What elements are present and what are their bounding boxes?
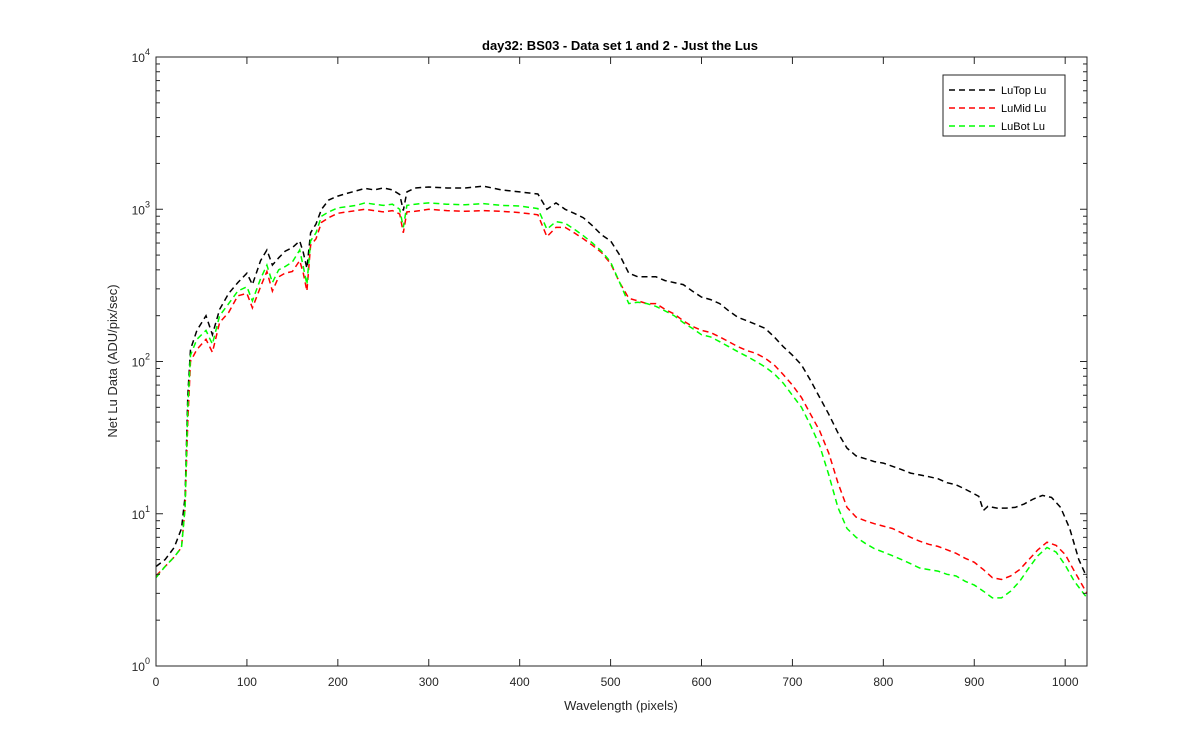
x-tick-label: 600 [691,675,711,689]
y-tick-label: 103 [132,199,150,217]
x-tick-label: 400 [510,675,530,689]
plot-area [156,57,1087,666]
x-tick-label: 100 [237,675,257,689]
legend-label-1: LuTop Lu [1001,85,1046,97]
series-line-1 [155,185,1088,579]
y-tick-label: 104 [132,47,150,65]
x-axis: 0 100 200 300 400 500 600 700 800 900 1000 [153,57,1079,689]
series-line-2 [155,208,1088,594]
legend-label-2: LuMid Lu [1001,103,1046,115]
legend-label-3: LuBot Lu [1001,121,1045,133]
y-axis-label: Net Lu Data (ADU/pix/sec) [105,284,120,437]
y-tick-label: 102 [132,352,150,370]
x-tick-label: 200 [328,675,348,689]
x-tick-label: 500 [601,675,621,689]
x-tick-label: 700 [782,675,802,689]
x-tick-label: 1000 [1052,675,1079,689]
series-layer [155,185,1088,599]
x-tick-label: 300 [419,675,439,689]
x-tick-label: 900 [964,675,984,689]
legend: LuTop Lu LuMid Lu LuBot Lu [942,74,1066,137]
x-axis-label: Wavelength (pixels) [564,698,678,713]
series-line-3 [155,202,1088,599]
x-tick-label: 0 [153,675,160,689]
x-tick-label: 800 [873,675,893,689]
chart-title: day32: BS03 - Data set 1 and 2 - Just th… [482,38,758,53]
y-axis: 100 101 102 103 104 [132,47,1087,674]
y-tick-label: 100 [132,656,150,674]
y-tick-label: 101 [132,504,150,522]
